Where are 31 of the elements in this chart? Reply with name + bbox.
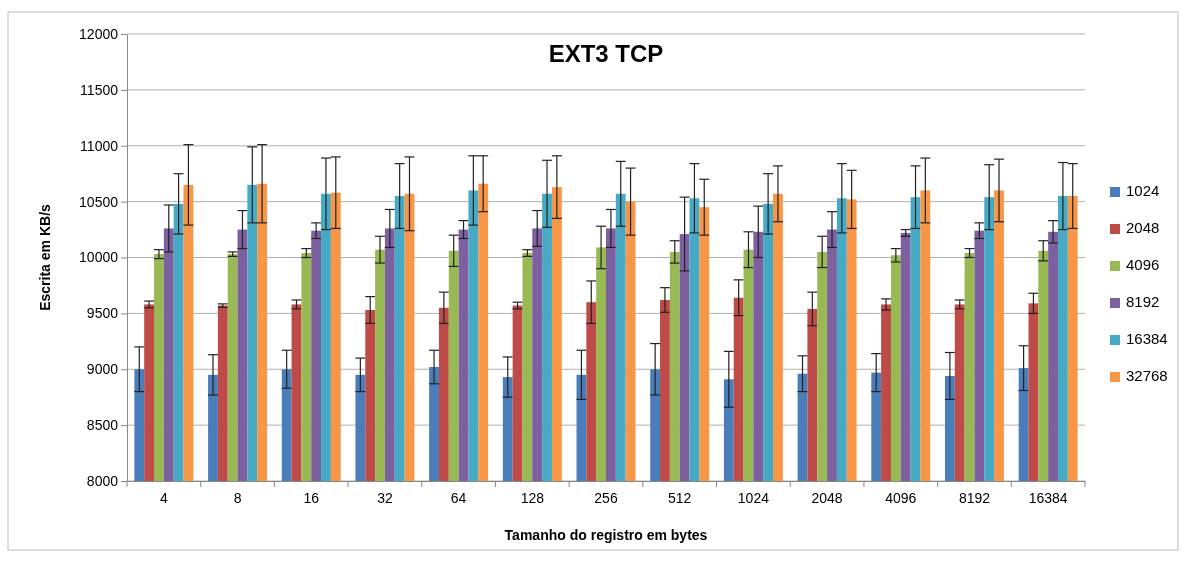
- x-tick-label: 32: [377, 489, 393, 506]
- x-tick-label: 64: [450, 489, 467, 506]
- legend-label: 8192: [1126, 293, 1160, 310]
- y-tick-label: 11000: [80, 137, 119, 154]
- x-tick-label: 8: [233, 489, 242, 506]
- x-tick-label: 1024: [737, 489, 770, 506]
- y-tick-label: 9000: [86, 361, 119, 378]
- x-tick-label: 128: [520, 489, 545, 506]
- y-tick-label: 9500: [86, 305, 119, 322]
- x-tick-label: 16384: [1028, 489, 1068, 506]
- legend-label: 4096: [1126, 256, 1160, 273]
- x-tick-label: 256: [594, 489, 618, 506]
- y-tick-label: 8000: [86, 472, 119, 489]
- x-tick-label: 8192: [958, 489, 991, 506]
- x-tick-label: 2048: [811, 489, 843, 506]
- x-tick-label: 16: [303, 489, 320, 506]
- x-tick-label: 512: [668, 489, 692, 506]
- y-tick-label: 11500: [80, 81, 119, 98]
- y-tick-label: 10500: [79, 193, 119, 210]
- y-tick-label: 10000: [79, 249, 119, 266]
- legend-label: 32768: [1126, 367, 1168, 384]
- x-tick-label: 4: [159, 489, 168, 506]
- legend-label: 16384: [1126, 330, 1168, 347]
- y-tick-label: 8500: [86, 417, 119, 434]
- y-axis-title: Escrita em KB/s: [37, 203, 53, 311]
- x-tick-label: 4096: [885, 489, 917, 506]
- y-tick-label: 12000: [79, 25, 119, 42]
- legend-label: 2048: [1126, 219, 1160, 236]
- legend-label: 1024: [1126, 182, 1160, 199]
- x-axis-title: Tamanho do registro em bytes: [504, 527, 708, 543]
- chart-title: EXT3 TCP: [548, 40, 664, 67]
